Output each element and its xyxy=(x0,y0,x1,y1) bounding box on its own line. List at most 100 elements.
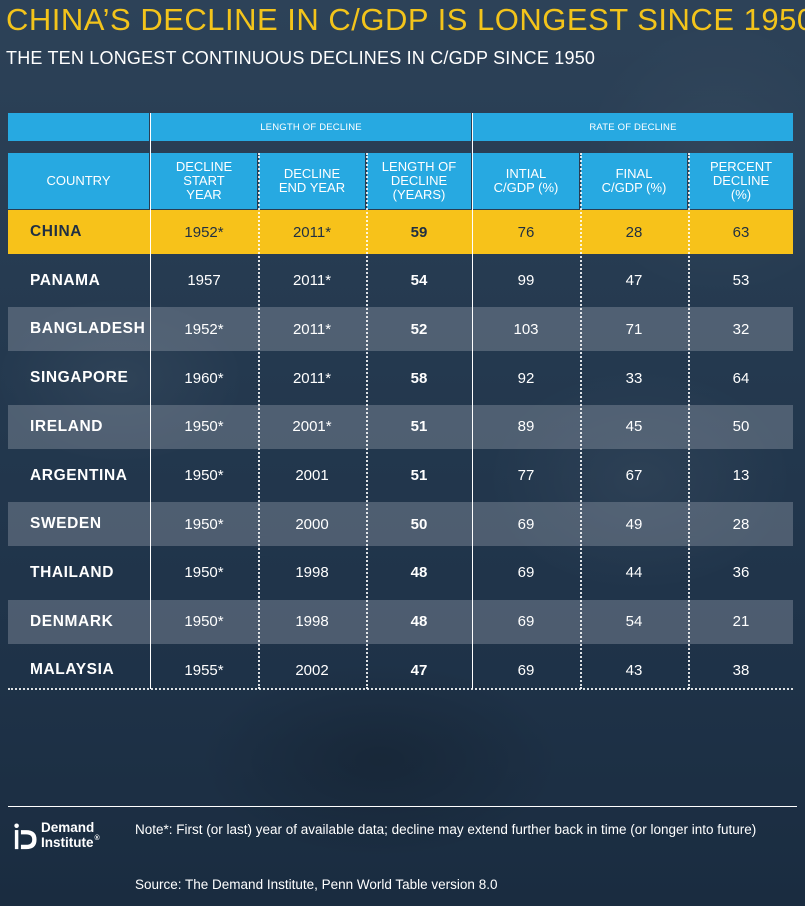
demand-institute-logo-icon xyxy=(14,823,37,850)
cell-final: 28 xyxy=(625,223,643,241)
footer-divider xyxy=(8,806,797,807)
cell-country: DENMARK xyxy=(30,612,114,630)
cell-final: 43 xyxy=(625,661,643,679)
cell-end-year: 2000 xyxy=(295,515,329,533)
cell-percent: 38 xyxy=(732,661,750,679)
cell-percent: 64 xyxy=(732,369,750,387)
cell-percent: 63 xyxy=(732,223,750,241)
cell-end-year: 2001 xyxy=(295,467,329,484)
cell-end-year: 2011* xyxy=(292,223,332,241)
column-header-end: DECLINE END YEAR xyxy=(259,153,365,209)
cell-country: CHINA xyxy=(30,223,83,240)
group-header-empty xyxy=(8,113,149,141)
cell-start-year: 1950* xyxy=(184,515,224,533)
divider-subcolumn-4 xyxy=(688,153,690,689)
table-bottom-border xyxy=(8,688,793,690)
footnote: Note*: First (or last) year of available… xyxy=(135,822,757,837)
column-header-start: DECLINE START YEAR xyxy=(151,153,257,209)
table-row: DENMARK 1950* 1998 48 69 54 21 xyxy=(8,599,793,644)
cell-initial: 69 xyxy=(517,661,535,679)
divider-subcolumn-3 xyxy=(580,153,582,689)
cell-length: 59 xyxy=(410,223,428,241)
cell-length: 47 xyxy=(410,661,428,679)
cell-percent: 13 xyxy=(732,467,750,484)
table-row: THAILAND 1950* 1998 48 69 44 36 xyxy=(8,551,793,595)
chart-subtitle: THE TEN LONGEST CONTINUOUS DECLINES IN C… xyxy=(6,48,596,68)
cell-length: 48 xyxy=(410,564,428,582)
cell-percent: 53 xyxy=(732,272,750,290)
cell-country: PANAMA xyxy=(30,271,101,289)
cell-final: 67 xyxy=(625,467,643,484)
table-row: BANGLADESH 1952* 2011* 52 103 71 32 xyxy=(8,307,793,352)
table-row: ARGENTINA 1950* 2001 51 77 67 13 xyxy=(8,454,793,498)
cell-initial: 99 xyxy=(517,272,535,290)
cell-end-year: 2001* xyxy=(292,418,332,436)
cell-start-year: 1950* xyxy=(184,418,224,436)
cell-initial: 103 xyxy=(513,320,539,338)
cell-country: THAILAND xyxy=(30,563,115,581)
divider-subcolumn-1 xyxy=(258,153,260,689)
column-header-initial-label: INTIAL C/GDP (%) xyxy=(493,166,559,195)
cell-length: 58 xyxy=(410,369,428,387)
column-header-start-label: DECLINE START YEAR xyxy=(175,159,233,202)
cell-country: SWEDEN xyxy=(30,515,102,533)
source-note: Source: The Demand Institute, Penn World… xyxy=(135,877,498,892)
cell-final: 49 xyxy=(625,515,643,533)
table-row: PANAMA 1957 2011* 54 99 47 53 xyxy=(8,259,793,303)
column-header-length: LENGTH OF DECLINE (YEARS) xyxy=(367,153,471,209)
logo-wordmark: Demand Institute ® xyxy=(41,820,100,850)
cell-length: 51 xyxy=(410,418,428,436)
cell-initial: 77 xyxy=(517,467,535,484)
table-row: SINGAPORE 1960* 2011* 58 92 33 64 xyxy=(8,356,793,400)
cell-start-year: 1957 xyxy=(187,272,221,290)
table-row: IRELAND 1950* 2001* 51 89 45 50 xyxy=(8,404,793,449)
table-row: MALAYSIA 1955* 2002 47 69 43 38 xyxy=(8,648,793,692)
cell-end-year: 2011* xyxy=(292,369,332,387)
column-header-final: FINAL C/GDP (%) xyxy=(581,153,687,209)
group-header-length: LENGTH OF DECLINE xyxy=(151,113,471,141)
table-row: SWEDEN 1950* 2000 50 69 49 28 xyxy=(8,502,793,547)
cell-start-year: 1952* xyxy=(184,320,224,338)
cell-country: IRELAND xyxy=(30,417,104,435)
logo-line-1: Demand xyxy=(41,820,95,835)
cell-percent: 21 xyxy=(732,613,750,631)
cell-end-year: 2011* xyxy=(292,320,332,338)
cell-percent: 28 xyxy=(732,515,750,533)
cell-start-year: 1950* xyxy=(184,467,224,484)
cell-country: SINGAPORE xyxy=(30,369,129,387)
cell-start-year: 1960* xyxy=(184,369,224,387)
cell-length: 54 xyxy=(410,272,428,290)
cell-end-year: 1998 xyxy=(295,564,329,582)
logo-registered-mark: ® xyxy=(94,835,100,842)
column-header-initial: INTIAL C/GDP (%) xyxy=(473,153,579,209)
logo-line-2: Institute xyxy=(41,835,94,850)
cell-percent: 50 xyxy=(732,418,750,436)
column-header-percent-label: PERCENT DECLINE (%) xyxy=(709,159,773,202)
cell-final: 45 xyxy=(625,418,643,436)
cell-start-year: 1952* xyxy=(184,223,224,241)
cell-percent: 36 xyxy=(732,564,750,582)
cell-final: 47 xyxy=(625,272,643,290)
cell-end-year: 2002 xyxy=(295,661,329,679)
cell-length: 50 xyxy=(410,515,428,533)
cell-final: 71 xyxy=(625,320,643,338)
cell-country: BANGLADESH xyxy=(30,320,146,338)
cell-final: 33 xyxy=(625,369,643,387)
divider-subcolumn-2 xyxy=(366,153,368,689)
cell-start-year: 1955* xyxy=(184,661,224,679)
cell-length: 52 xyxy=(410,320,428,338)
cell-final: 44 xyxy=(625,564,643,582)
cell-percent: 32 xyxy=(732,320,750,338)
cell-initial: 69 xyxy=(517,515,535,533)
divider-groups xyxy=(472,113,473,689)
column-header-length-label: LENGTH OF DECLINE (YEARS) xyxy=(381,159,457,202)
cell-end-year: 2011* xyxy=(292,272,332,290)
cell-start-year: 1950* xyxy=(184,613,224,631)
cell-length: 48 xyxy=(410,613,428,631)
chart-title: CHINA’S DECLINE IN C/GDP IS LONGEST SINC… xyxy=(6,2,805,37)
cell-initial: 89 xyxy=(517,418,535,436)
cell-initial: 69 xyxy=(517,613,535,631)
cell-country: ARGENTINA xyxy=(30,466,128,484)
cell-length: 51 xyxy=(410,467,428,484)
cell-initial: 69 xyxy=(517,564,535,582)
